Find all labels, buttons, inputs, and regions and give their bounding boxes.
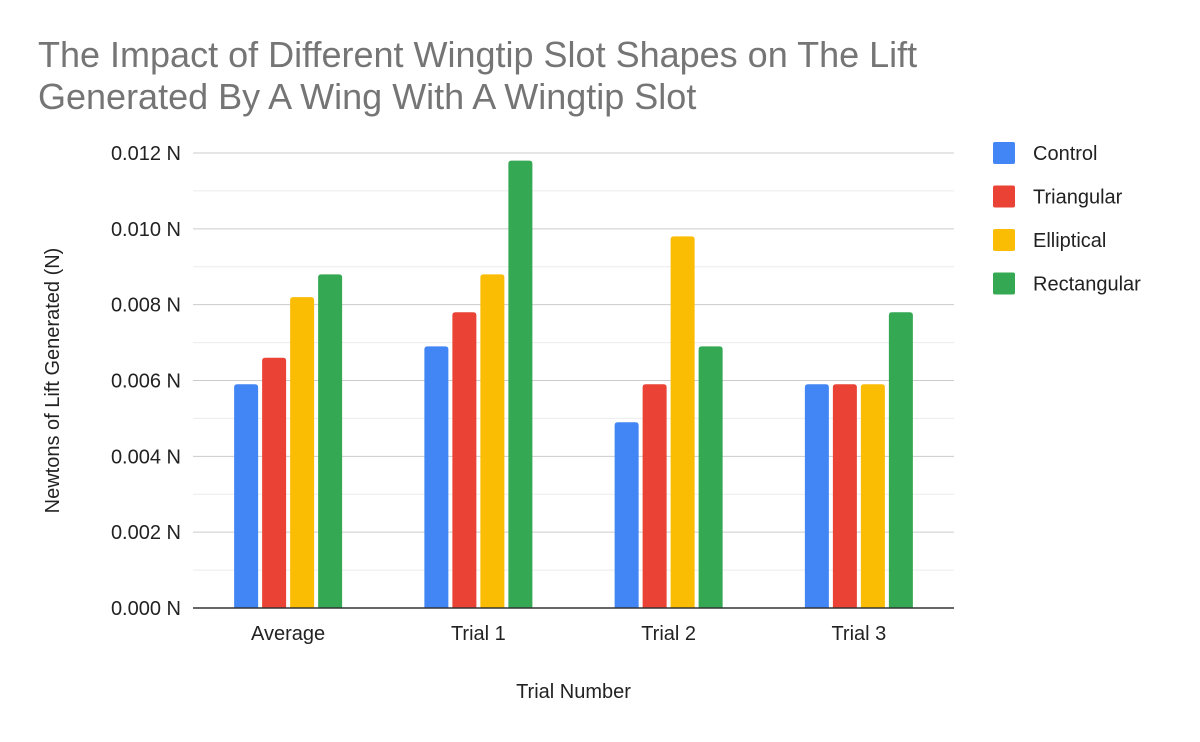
y-tick-label: 0.000 N — [111, 598, 181, 620]
y-tick-label: 0.012 N — [111, 143, 181, 165]
bar-control-trial-3 — [804, 384, 829, 608]
y-tick-label: 0.004 N — [111, 446, 181, 468]
legend: Control Triangular Elliptical Rectangular — [993, 142, 1141, 296]
chart-title: The Impact of Different Wingtip Slot Sha… — [38, 34, 1058, 118]
legend-swatch-rectangular — [993, 272, 1015, 295]
bar-triangular-average — [262, 357, 287, 608]
y-tick-label: 0.008 N — [111, 295, 181, 317]
legend-label-control: Control — [1033, 143, 1097, 165]
legend-swatch-control — [993, 142, 1015, 164]
bar-elliptical-average — [290, 297, 315, 608]
bar-rectangular-trial-3 — [888, 312, 913, 608]
y-tick-label: 0.010 N — [111, 219, 181, 241]
y-tick-label: 0.006 N — [111, 371, 181, 393]
x-tick-label: Trial 1 — [451, 623, 506, 645]
bar-rectangular-trial-2 — [698, 346, 723, 608]
x-axis-tick-labels: Average Trial 1 Trial 2 Trial 3 — [251, 623, 886, 645]
bar-control-trial-2 — [614, 422, 639, 608]
legend-label-rectangular: Rectangular — [1033, 274, 1141, 296]
bar-triangular-trial-2 — [642, 384, 667, 608]
chart-title-line-2: Generated By A Wing With A Wingtip Slot — [38, 76, 697, 117]
bar-triangular-trial-1 — [452, 312, 477, 608]
bar-elliptical-trial-1 — [480, 274, 505, 608]
x-tick-label: Trial 2 — [641, 623, 696, 645]
bar-control-average — [234, 384, 259, 608]
bar-rectangular-average — [318, 274, 343, 608]
bars — [234, 160, 913, 609]
legend-swatch-elliptical — [993, 229, 1015, 251]
chart-title-line-1: The Impact of Different Wingtip Slot Sha… — [38, 34, 918, 75]
y-axis-tick-labels: 0.000 N 0.002 N 0.004 N 0.006 N 0.008 N 0.010… — [111, 143, 181, 620]
bar-elliptical-trial-3 — [860, 384, 885, 608]
bar-rectangular-trial-1 — [508, 160, 533, 609]
x-tick-label: Trial 3 — [831, 623, 886, 645]
bar-control-trial-1 — [424, 346, 449, 608]
bar-elliptical-trial-2 — [670, 236, 695, 608]
x-axis-title: Trial Number — [516, 681, 631, 703]
y-tick-label: 0.002 N — [111, 522, 181, 544]
bar-triangular-trial-3 — [832, 384, 857, 608]
legend-label-triangular: Triangular — [1033, 187, 1123, 209]
x-tick-label: Average — [251, 623, 325, 645]
y-axis-title: Newtons of Lift Generated (N) — [42, 248, 64, 514]
legend-swatch-triangular — [993, 185, 1015, 208]
legend-label-elliptical: Elliptical — [1033, 230, 1106, 252]
